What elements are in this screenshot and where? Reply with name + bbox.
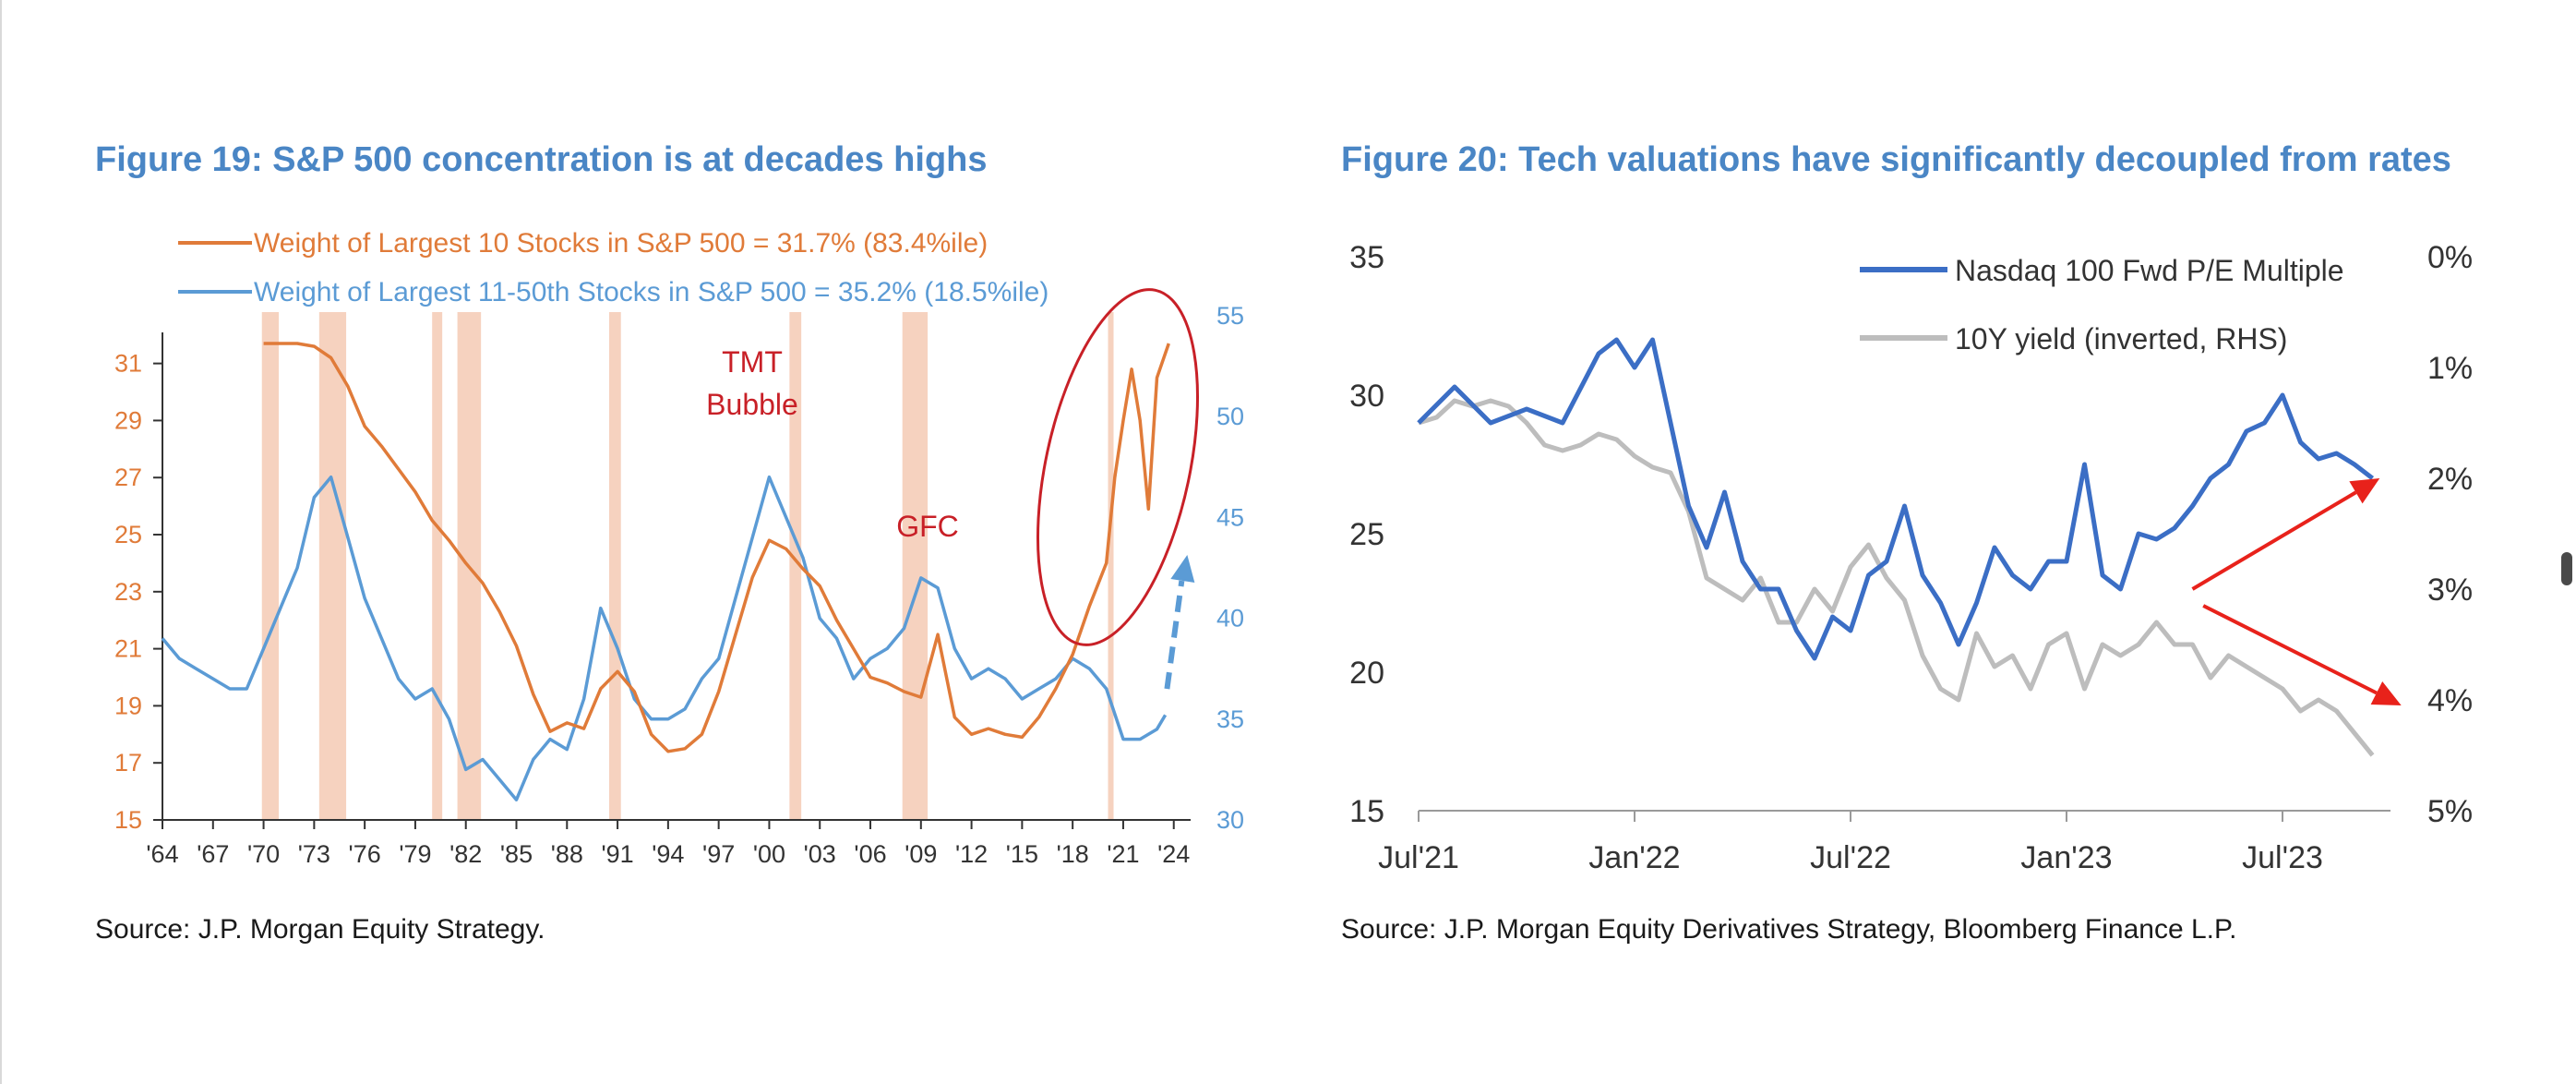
x-axis-tick-label: '82	[449, 840, 482, 868]
x-axis-tick-label: '73	[298, 840, 330, 868]
left-axis-tick-label: 19	[114, 692, 142, 719]
right-axis-tick-label: 4%	[2427, 683, 2473, 718]
x-axis-tick-label: Jan'23	[2020, 840, 2112, 875]
x-axis-tick-label: Jul'22	[1810, 840, 1891, 875]
recession-band	[902, 312, 929, 820]
recession-band	[318, 312, 347, 820]
right-axis-tick-label: 35	[1216, 705, 1244, 733]
left-axis-tick-label: 30	[1349, 379, 1384, 414]
recession-band	[432, 312, 443, 820]
series-largest-10-line	[263, 342, 1170, 753]
decoupling-arrowhead	[2349, 478, 2380, 504]
figure-19-title: Figure 19: S&P 500 concentration is at d…	[95, 140, 988, 179]
right-axis-tick-label: 55	[1216, 302, 1244, 330]
recession-band	[789, 312, 802, 820]
x-axis-tick-label: '24	[1157, 840, 1190, 868]
series-10y-yield-line	[1418, 398, 2375, 757]
x-axis-tick-label: '00	[753, 840, 785, 868]
scrollbar-thumb[interactable]	[2561, 552, 2572, 585]
series-largest-11-50-line	[161, 475, 1168, 801]
decoupling-arrowhead	[2370, 681, 2402, 705]
right-axis-tick-label: 45	[1216, 503, 1244, 531]
recession-band	[608, 312, 621, 820]
annotation-tmt: TMT	[722, 345, 783, 379]
recession-band	[261, 312, 280, 820]
x-axis-tick-label: '18	[1057, 840, 1089, 868]
right-axis-tick-label: 50	[1216, 403, 1244, 430]
left-axis-tick-label: 35	[1349, 240, 1384, 275]
left-axis-tick-label: 23	[114, 578, 142, 606]
x-axis-tick-label: '64	[146, 840, 178, 868]
left-axis-tick-label: 25	[114, 521, 142, 548]
left-axis-tick-label: 25	[1349, 517, 1384, 552]
annotation-gfc: GFC	[896, 510, 959, 543]
x-axis-tick-label: '09	[905, 840, 937, 868]
decoupling-arrow-line	[2202, 604, 2378, 695]
projection-arrowhead	[1170, 555, 1195, 583]
left-axis-tick-label: 15	[1349, 794, 1384, 829]
x-axis-tick-label: Jul'21	[1378, 840, 1459, 875]
series-nasdaq-pe-line	[1417, 337, 2375, 661]
right-axis-tick-label: 2%	[2427, 462, 2473, 497]
left-axis-tick-label: 27	[114, 464, 142, 491]
left-axis-tick-label: 29	[114, 406, 142, 434]
left-axis-tick-label: 17	[114, 749, 142, 777]
x-axis-tick-label: '15	[1006, 840, 1038, 868]
projection-dashed-line	[1164, 580, 1185, 690]
x-axis-tick-label: '97	[702, 840, 735, 868]
right-axis-tick-label: 40	[1216, 605, 1244, 632]
x-axis-tick-label: Jul'23	[2242, 840, 2323, 875]
legend-label-10y-yield: 10Y yield (inverted, RHS)	[1955, 322, 2287, 355]
decoupling-arrow-line	[2191, 490, 2357, 591]
left-axis-tick-label: 15	[114, 806, 142, 834]
left-axis-tick-label: 21	[114, 635, 142, 663]
x-axis-tick-label: '03	[804, 840, 836, 868]
x-axis-tick-label: '06	[854, 840, 886, 868]
left-axis-tick-label: 20	[1349, 656, 1384, 691]
annotation-bubble: Bubble	[706, 388, 798, 421]
x-axis-tick-label: '79	[399, 840, 431, 868]
x-axis-tick-label: '67	[197, 840, 229, 868]
x-axis-tick-label: '94	[652, 840, 684, 868]
page-left-border	[0, 0, 2, 1084]
x-axis-tick-label: '91	[601, 840, 633, 868]
legend-label-nasdaq-pe: Nasdaq 100 Fwd P/E Multiple	[1955, 254, 2344, 287]
x-axis-tick-label: '12	[955, 840, 988, 868]
right-axis-tick-label: 30	[1216, 806, 1244, 834]
x-axis-tick-label: '88	[551, 840, 583, 868]
left-axis-tick-label: 31	[114, 350, 142, 378]
right-axis-tick-label: 0%	[2427, 240, 2473, 275]
figure-20-source: Source: J.P. Morgan Equity Derivatives S…	[1341, 914, 2237, 945]
legend-label-largest-11-50: Weight of Largest 11-50th Stocks in S&P …	[254, 277, 1048, 307]
right-axis-tick-label: 5%	[2427, 794, 2473, 829]
recession-band	[1108, 312, 1114, 820]
x-axis-tick-label: '76	[349, 840, 381, 868]
x-axis-tick-label: Jan'22	[1588, 840, 1680, 875]
right-axis-tick-label: 3%	[2427, 572, 2473, 608]
figure-19-source: Source: J.P. Morgan Equity Strategy.	[95, 914, 545, 945]
right-axis-tick-label: 1%	[2427, 351, 2473, 386]
figure-20-title: Figure 20: Tech valuations have signific…	[1341, 140, 2451, 179]
figure-19-chart: 15 17 19 21 23 25 27 29 31 30 35 40 45 50 55 '64 '67 '70 '…	[114, 228, 1244, 868]
figure-20-chart: Jul'21 Jan'22 Jul'22 Jan'23 Jul'23 15 20 25 30 35…	[1349, 240, 2473, 875]
highlight-circle	[1036, 288, 1199, 646]
x-axis-tick-label: '85	[500, 840, 533, 868]
x-axis-tick-label: '21	[1107, 840, 1139, 868]
x-axis-tick-label: '70	[247, 840, 280, 868]
legend-label-largest-10: Weight of Largest 10 Stocks in S&P 500 =…	[254, 228, 988, 259]
